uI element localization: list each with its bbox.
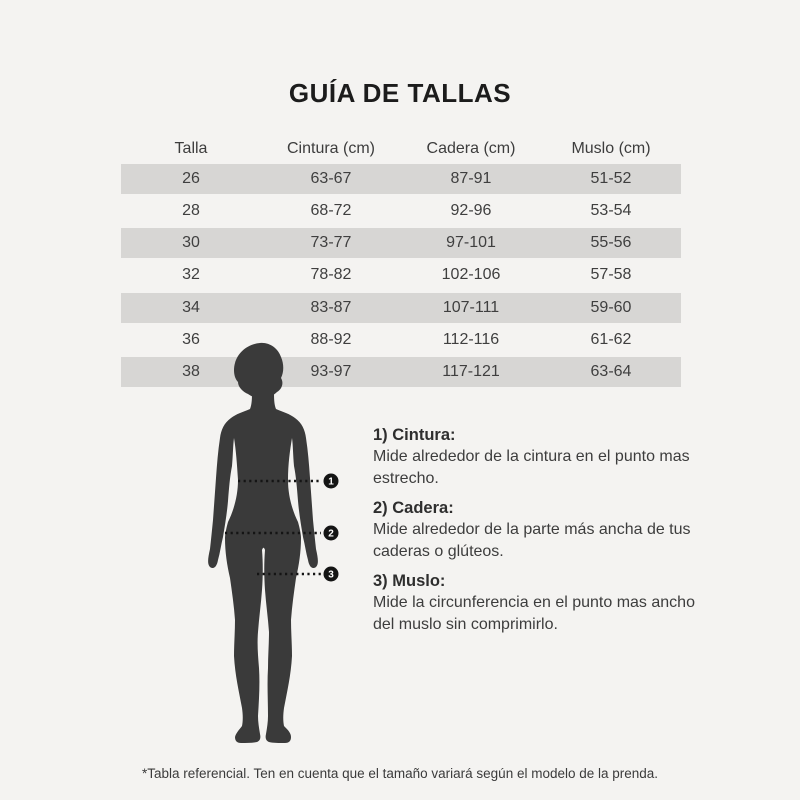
note-muslo: 3) Muslo: Mide la circunferencia en el p…: [373, 570, 703, 635]
table-row: 38 93-97 117-121 63-64: [121, 355, 681, 388]
marker-3-number: 3: [328, 570, 334, 581]
body-head: [234, 342, 284, 399]
table-cell: 59-60: [590, 298, 632, 316]
measure-cadera: 2: [225, 525, 339, 541]
footnote: *Tabla referencial. Ten en cuenta que el…: [141, 766, 659, 781]
table-cell: 63-64: [590, 362, 632, 380]
table-cell: 88-92: [310, 330, 352, 348]
size-table: Talla Cintura (cm) Cadera (cm) Muslo (cm) 2…: [121, 135, 681, 388]
table-cell: 38: [182, 362, 200, 380]
table-cell: 34: [182, 298, 200, 316]
marker-3-circle: [323, 566, 339, 582]
note-cadera-description: Mide alrededor de la parte más ancha de …: [373, 521, 691, 560]
note-cintura-description: Mide alrededor de la cintura en el punto…: [373, 448, 690, 487]
table-cell: 53-54: [590, 202, 632, 220]
table-cell: 61-62: [590, 330, 632, 348]
table-cell: 73-77: [310, 234, 352, 252]
note-muslo-description: Mide la circunferencia en el punto mas a…: [373, 594, 695, 633]
column-header: Talla: [174, 140, 208, 157]
table-cell: 55-56: [590, 234, 632, 252]
table-cell: 36: [182, 330, 200, 348]
marker-1-circle: [323, 473, 339, 489]
body-measurement-diagram: 1 2 3: [208, 342, 339, 743]
size-table-header-row: Talla Cintura (cm) Cadera (cm) Muslo (cm): [121, 135, 681, 163]
table-row: 30 73-77 97-101 55-56: [121, 227, 681, 260]
table-row: 36 88-92 112-116 61-62: [121, 324, 681, 356]
table-cell: 83-87: [310, 298, 352, 316]
table-cell: 68-72: [310, 202, 352, 220]
marker-2-number: 2: [328, 529, 334, 540]
note-cintura: 1) Cintura: Mide alrededor de la cintura…: [373, 424, 703, 489]
column-header: Cintura (cm): [286, 140, 375, 157]
column-header: Muslo (cm): [571, 140, 651, 157]
measurement-notes: 1) Cintura: Mide alrededor de la cintura…: [373, 424, 703, 643]
table-cell: 93-97: [310, 362, 352, 380]
table-cell: 102-106: [441, 266, 501, 284]
table-cell: 112-116: [442, 330, 500, 348]
table-cell: 51-52: [590, 170, 632, 188]
note-cintura-label: 1) Cintura:: [373, 426, 456, 444]
table-cell: 117-121: [442, 362, 500, 380]
note-muslo-label: 3) Muslo:: [373, 572, 446, 590]
table-row: 34 83-87 107-111 59-60: [121, 291, 681, 324]
table-cell: 87-91: [450, 170, 492, 188]
measure-muslo: 3: [257, 566, 339, 582]
page-title: GUÍA DE TALLAS: [288, 78, 512, 108]
measure-cintura: 1: [238, 473, 339, 489]
table-row: 26 63-67 87-91 51-52: [121, 163, 681, 196]
table-cell: 78-82: [310, 266, 352, 284]
size-table-body: 26 63-67 87-91 51-52 28 68-72 92-96 53-54 30 73-7…: [121, 163, 681, 388]
table-cell: 57-58: [590, 266, 632, 284]
column-header: Cadera (cm): [426, 140, 516, 157]
table-cell: 32: [182, 266, 200, 284]
marker-2-circle: [323, 525, 339, 541]
table-cell: 30: [182, 234, 200, 252]
table-row: 28 68-72 92-96 53-54: [121, 195, 681, 227]
table-cell: 92-96: [450, 202, 492, 220]
marker-1-number: 1: [328, 477, 334, 488]
body-silhouette: [208, 391, 318, 743]
note-cadera-label: 2) Cadera:: [373, 499, 454, 517]
table-row: 32 78-82 102-106 57-58: [121, 259, 681, 291]
table-cell: 97-101: [446, 234, 496, 252]
table-cell: 107-111: [442, 298, 500, 316]
table-cell: 28: [182, 202, 200, 220]
table-cell: 26: [182, 170, 200, 188]
table-cell: 63-67: [310, 170, 352, 188]
note-cadera: 2) Cadera: Mide alrededor de la parte má…: [373, 497, 703, 562]
